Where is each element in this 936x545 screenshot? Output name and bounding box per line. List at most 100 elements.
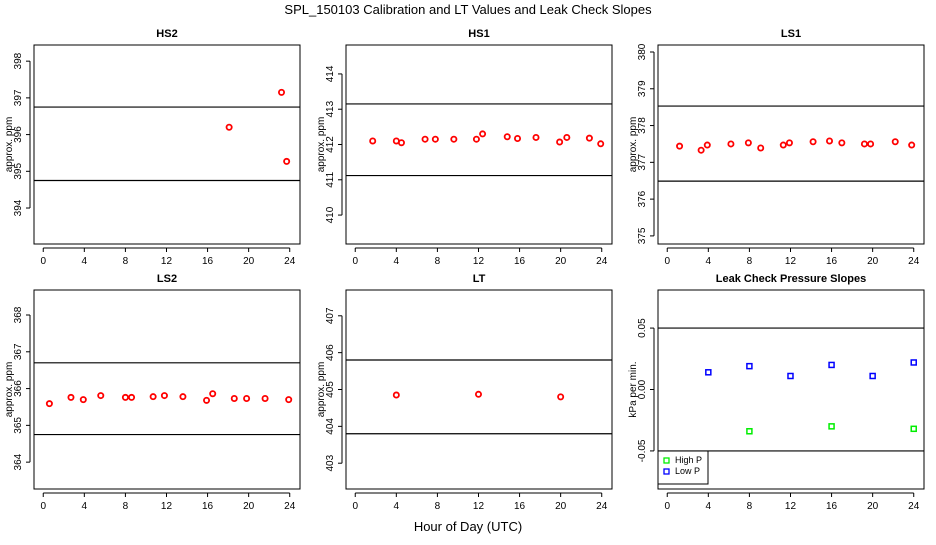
y-tick-label: 405 [325,381,336,398]
data-point [910,359,917,366]
y-tick-label: 413 [325,100,336,117]
data-point [785,139,793,147]
data-point [431,135,439,143]
y-axis-label: approx. ppm [4,362,15,418]
data-point [278,88,286,96]
data-point [697,146,705,154]
y-tick-label: 367 [13,343,24,360]
data-point [746,428,753,435]
data-point [149,393,157,401]
x-tick-label: 20 [243,256,255,267]
data-point [908,141,916,149]
data-point [828,423,835,430]
y-tick-label: 407 [325,307,336,324]
data-point [503,133,511,141]
data-point [809,138,817,146]
x-tick-label: 24 [908,501,920,512]
data-point [97,392,105,400]
panel-title: Leak Check Pressure Slopes [716,273,866,285]
data-point [397,139,405,147]
data-point [676,142,684,150]
legend-label: Low P [675,466,700,476]
y-tick-label: 396 [13,126,24,143]
legend-marker [663,457,670,464]
x-tick-label: 12 [161,501,173,512]
x-tick-label: 16 [202,256,214,267]
x-tick-label: 12 [161,256,173,267]
data-point [392,391,400,399]
x-tick-label: 12 [473,256,485,267]
x-tick-label: 4 [82,501,88,512]
plot-frame [345,44,613,245]
y-tick-label: -0.05 [637,439,648,462]
data-point [556,138,564,146]
data-point [757,144,765,152]
x-tick-label: 20 [867,501,879,512]
data-point [67,393,75,401]
data-point [121,393,129,401]
x-tick-label: 4 [706,501,712,512]
y-tick-label: 411 [325,171,336,187]
y-tick-label: 404 [325,418,336,435]
data-point [474,390,482,398]
plot-frame [657,44,925,245]
data-point [860,140,868,148]
data-point [79,396,87,404]
data-point [597,140,605,148]
data-point [450,135,458,143]
panel-lt: LT 0 4 8 12 16 20 24 403 404 405 406 407 approx. ppm [316,273,613,512]
data-point [703,141,711,149]
data-point [787,372,794,380]
y-tick-label: 410 [325,206,336,223]
figure-title: SPL_150103 Calibration and LT Values and… [284,2,652,17]
y-tick-label: 398 [13,52,24,69]
data-point [838,139,846,147]
data-point [179,393,187,401]
panel-title: LT [473,273,486,285]
x-tick-label: 8 [435,501,441,512]
x-tick-label: 16 [826,501,838,512]
x-tick-label: 12 [785,256,797,267]
x-tick-label: 16 [514,256,526,267]
x-tick-label: 8 [123,256,129,267]
data-point [283,157,291,165]
x-tick-label: 0 [352,256,358,267]
data-point [869,372,876,380]
y-tick-label: 412 [325,136,336,153]
panel-leak-check-pressure-slopes: Leak Check Pressure Slopes 0 4 8 12 16 20 24 -0.… [628,273,925,512]
x-tick-label: 20 [243,501,255,512]
data-point [867,140,875,148]
panel-title: LS1 [781,28,801,40]
y-axis-label: kPa per min. [628,361,639,417]
x-tick-label: 20 [555,256,567,267]
x-tick-label: 16 [202,501,214,512]
y-tick-label: 0.00 [637,379,648,399]
y-tick-label: 380 [637,43,648,60]
plot-frame [33,44,301,245]
y-tick-label: 394 [13,199,24,216]
data-point [744,139,752,147]
x-tick-label: 0 [664,501,670,512]
data-point [563,133,571,141]
x-tick-label: 4 [706,256,712,267]
x-tick-label: 4 [82,256,88,267]
common-x-axis-label: Hour of Day (UTC) [414,519,522,534]
y-tick-label: 406 [325,344,336,361]
y-tick-label: 395 [13,163,24,180]
data-point [514,135,522,143]
panel-title: HS1 [468,28,489,40]
data-point [160,392,168,400]
x-tick-label: 8 [747,501,753,512]
y-tick-label: 368 [13,306,24,323]
x-tick-label: 12 [785,501,797,512]
data-point [705,369,712,376]
plot-frame [345,289,613,490]
data-point [261,395,269,403]
plot-frame [33,289,301,490]
y-tick-label: 0.05 [637,318,648,338]
data-point [910,425,917,433]
legend-label: High P [675,455,702,465]
x-tick-label: 24 [284,256,296,267]
